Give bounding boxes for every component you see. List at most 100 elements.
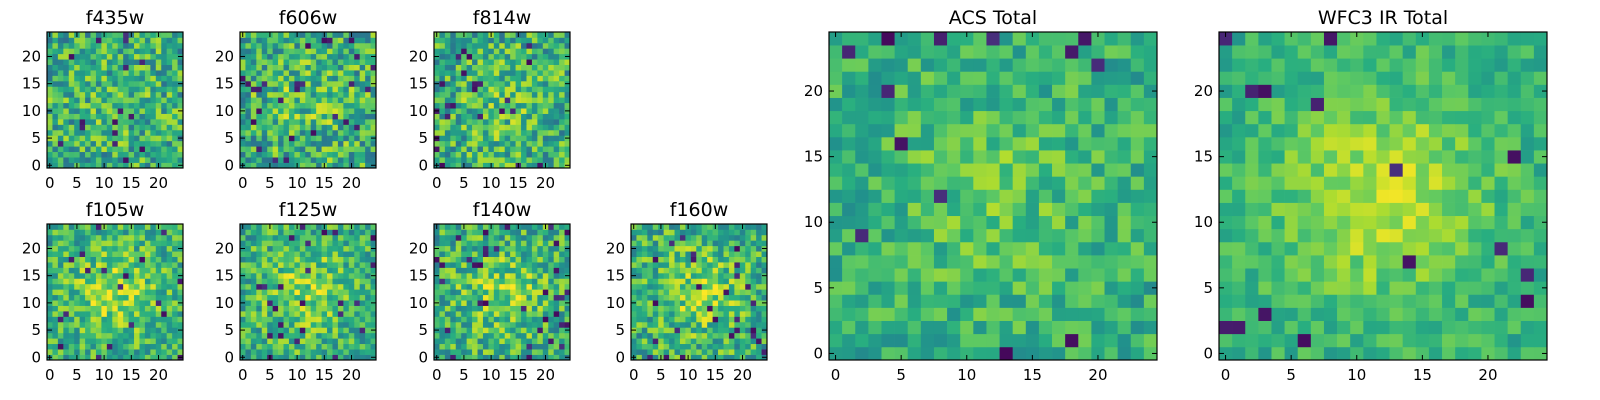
heatmap-cell [288,224,295,230]
heatmap-cell [283,251,290,257]
heatmap-cell [79,42,86,49]
heatmap-cell [482,349,489,355]
heatmap-cell [172,140,178,147]
heatmap-cell [855,202,869,217]
heatmap-cell [310,338,317,345]
heatmap-cell [123,135,129,142]
heatmap-cell [177,119,184,125]
heatmap-cell [117,321,124,328]
heatmap-cell [510,129,516,136]
heatmap-cell [829,228,843,243]
heatmap-cell [723,354,730,361]
heatmap-cell [537,59,544,65]
heatmap-cell [177,75,184,82]
heatmap-cell [245,42,252,49]
heatmap-cell [1052,215,1066,230]
heatmap-cell [90,53,97,60]
heatmap-cell [63,327,70,334]
heatmap-cell [161,70,168,76]
heatmap-cell [337,102,344,109]
heatmap-cell [707,321,713,328]
heatmap-cell [461,113,467,120]
heatmap-cell [256,37,263,44]
heatmap-cell [240,140,246,147]
heatmap-cell [636,224,643,230]
heatmap-cell [112,267,119,274]
heatmap-cell [172,135,178,142]
heatmap-cell [564,157,571,163]
heatmap-cell [250,162,257,169]
heatmap-cell [150,59,157,65]
heatmap-cell [161,234,168,241]
heatmap-cell [134,108,140,114]
heatmap-cell [47,102,53,109]
heatmap-cell [712,327,719,334]
heatmap-cell [712,262,719,268]
heatmap-cell [106,64,113,71]
heatmap-cell [472,59,478,65]
heatmap-cell [134,311,140,317]
heatmap-cell [166,113,173,120]
heatmap-cell [348,75,355,82]
heatmap-cell [461,283,467,290]
heatmap-cell [294,140,301,147]
x-tick-label: 10 [95,174,114,192]
heatmap-cell [542,321,549,328]
heatmap-cell [564,102,571,109]
heatmap-cell [499,75,506,82]
heatmap-cell [354,124,361,131]
heatmap-cell [90,327,97,334]
heatmap-cell [90,124,97,131]
heatmap-cell [172,251,178,257]
heatmap-cell [947,189,961,203]
heatmap-cell [299,97,306,104]
heatmap-cell [112,278,119,285]
heatmap-cell [299,53,306,60]
heatmap-cell [756,251,762,257]
heatmap-cell [90,70,97,76]
heatmap-cell [641,305,648,312]
heatmap-cell [548,224,555,230]
heatmap-cell [515,119,522,125]
heatmap-cell [128,278,135,285]
heatmap-cell [139,272,146,279]
heatmap-cell [327,91,333,98]
heatmap-cell [123,86,129,93]
heatmap-cell [150,332,157,339]
heatmap-cell [1130,346,1145,361]
heatmap-cell [1130,228,1145,243]
heatmap-cell [57,272,64,279]
heatmap-cell [690,251,697,257]
heatmap-cell [79,129,86,136]
y-tick-label: 5 [224,321,234,339]
heatmap-cell [90,37,97,44]
heatmap-cell [548,97,555,104]
heatmap-cell [444,80,451,87]
heatmap-cell [106,251,113,257]
heatmap-cell [134,267,140,274]
heatmap-cell [1038,333,1053,348]
heatmap-cell [332,234,339,241]
heatmap-cell [278,272,284,279]
heatmap-cell [150,354,157,361]
heatmap-cell [999,163,1014,177]
heatmap-cell [278,119,284,125]
heatmap-cell [499,305,506,312]
heatmap-cell [868,294,882,308]
heatmap-cell [144,234,151,241]
heatmap-cell [1104,307,1118,321]
heatmap-cell [537,32,544,38]
heatmap-cell [553,42,560,49]
heatmap-cell [332,80,339,87]
heatmap-cell [52,162,59,169]
heatmap-cell [881,320,895,335]
heatmap-cell [542,245,549,252]
heatmap-cell [144,157,151,163]
heatmap-cell [1078,294,1092,308]
heatmap-cell [674,229,681,236]
heatmap-cell [466,37,473,44]
heatmap-cell [472,124,478,131]
heatmap-cell [482,245,489,252]
heatmap-cell [332,32,339,38]
heatmap-cell [117,349,124,355]
